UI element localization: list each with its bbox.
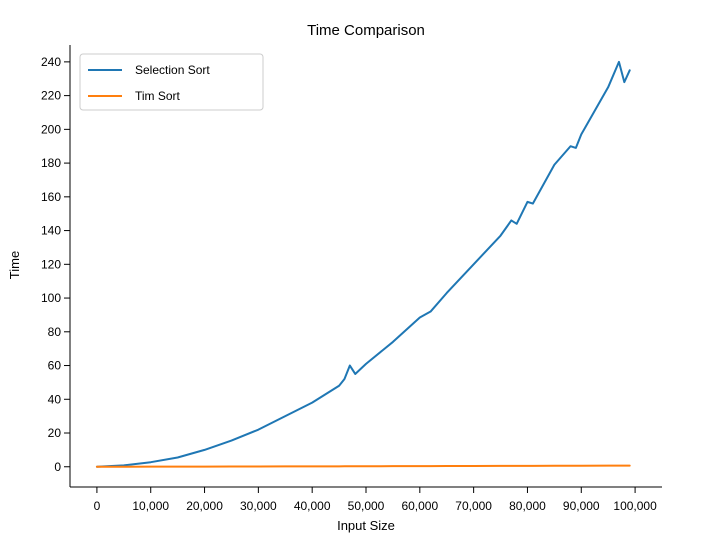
x-tick-label: 90,000 <box>563 499 600 513</box>
y-tick-label: 20 <box>48 426 62 440</box>
y-tick-label: 80 <box>48 325 62 339</box>
x-tick-label: 100,000 <box>613 499 657 513</box>
chart-title: Time Comparison <box>307 22 425 39</box>
y-tick-label: 220 <box>41 89 61 103</box>
y-tick-label: 180 <box>41 156 61 170</box>
plot-area <box>95 60 631 468</box>
legend-box <box>79 53 264 111</box>
x-tick-label: 70,000 <box>455 499 492 513</box>
x-tick-label: 60,000 <box>401 499 438 513</box>
x-axis: 0 10,000 20,000 30,000 40,000 50,000 60,000 70,… <box>70 486 662 513</box>
y-tick-label: 160 <box>41 190 61 204</box>
x-tick-label: 10,000 <box>132 499 169 513</box>
y-axis-title: Time <box>7 251 22 279</box>
y-tick-label: 40 <box>48 392 62 406</box>
x-tick-label: 80,000 <box>509 499 546 513</box>
y-tick-label: 0 <box>54 460 61 474</box>
y-tick-label: 200 <box>41 122 61 136</box>
y-tick-label: 120 <box>41 257 61 271</box>
legend-label: Selection Sort <box>135 63 210 77</box>
legend: Selection Sort Tim Sort <box>79 53 264 111</box>
y-tick-label: 60 <box>48 359 62 373</box>
x-tick-label: 40,000 <box>294 499 331 513</box>
x-tick-label: 50,000 <box>348 499 385 513</box>
x-tick-label: 30,000 <box>240 499 277 513</box>
y-tick-label: 240 <box>41 55 61 69</box>
x-tick-label: 20,000 <box>186 499 223 513</box>
series-line-tim-sort <box>95 464 631 468</box>
y-tick-label: 100 <box>41 291 61 305</box>
legend-label: Tim Sort <box>135 89 181 103</box>
y-axis: 0 20 40 60 80 100 120 140 160 180 200 220 240 <box>41 45 71 487</box>
y-tick-label: 140 <box>41 224 61 238</box>
x-axis-title: Input Size <box>337 518 395 533</box>
x-tick-label: 0 <box>94 499 101 513</box>
series-line-selection-sort <box>95 60 631 468</box>
